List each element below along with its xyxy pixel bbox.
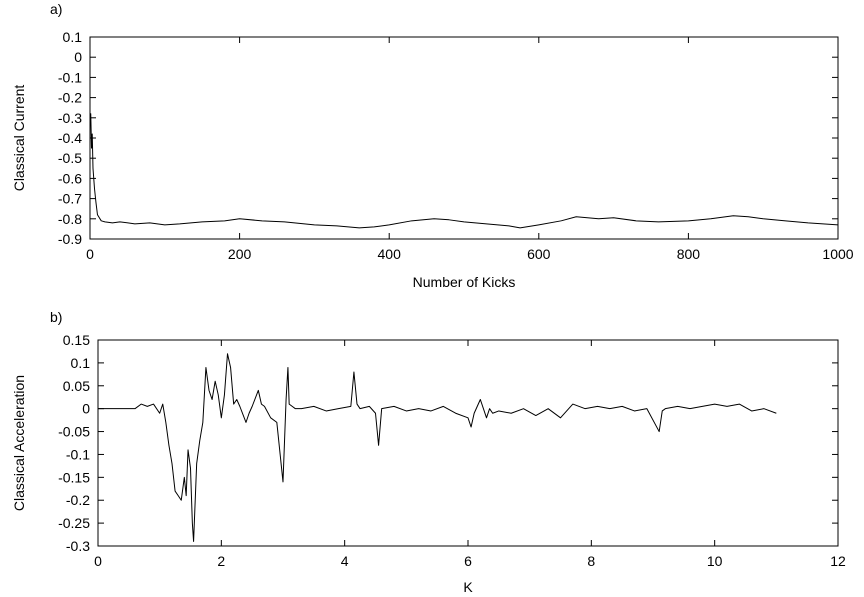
panel-b-series-line bbox=[98, 353, 777, 542]
panel-b-x-tick-label: 2 bbox=[217, 553, 225, 569]
panel-a-y-tick-label: -0.7 bbox=[58, 191, 82, 207]
panel-b-y-tick-label: -0.1 bbox=[66, 446, 90, 462]
panel-b-y-tick-label: -0.2 bbox=[66, 492, 90, 508]
panel-b-chart: b) 0 2 4 6 8 10 12 0.15 0.1 0.05 0 -0.05 -0.1 -0.15 -0… bbox=[11, 309, 846, 595]
panel-b-x-tick-label: 10 bbox=[707, 553, 723, 569]
panel-b-x-tick-label: 6 bbox=[464, 553, 472, 569]
panel-b-y-tick-label: -0.15 bbox=[58, 469, 90, 485]
panel-a-y-tick-label: -0.3 bbox=[58, 110, 82, 126]
panel-b-y-tick-label: -0.25 bbox=[58, 515, 90, 531]
panel-b-y-tick-label: -0.3 bbox=[66, 538, 90, 554]
panel-a-y-tick-label: -0.4 bbox=[58, 130, 82, 146]
panel-b-y-tick-label: 0.15 bbox=[63, 332, 90, 348]
panel-a-y-tick-label: -0.6 bbox=[58, 170, 82, 186]
panel-b-x-tick-label: 4 bbox=[341, 553, 349, 569]
panel-b-label: b) bbox=[50, 309, 62, 325]
panel-a-x-tick-label: 0 bbox=[86, 246, 94, 262]
panel-a-x-tick-label: 200 bbox=[228, 246, 252, 262]
panel-b-x-tick-label: 0 bbox=[94, 553, 102, 569]
panel-a-x-tick-label: 600 bbox=[527, 246, 551, 262]
panel-b-x-tick-label: 8 bbox=[587, 553, 595, 569]
panel-b-y-axis-title: Classical Acceleration bbox=[11, 375, 27, 511]
panel-a-y-tick-label: 0.1 bbox=[63, 29, 83, 45]
panel-b-ticks: 0 2 4 6 8 10 12 0.15 0.1 0.05 0 -0.05 -0.1 -0.15 -0.2 -… bbox=[58, 332, 846, 569]
panel-a-y-axis-title: Classical Current bbox=[11, 85, 27, 192]
panel-b-frame bbox=[97, 339, 839, 547]
panel-a-x-tick-label: 400 bbox=[378, 246, 402, 262]
panel-b-y-tick-label: 0.05 bbox=[63, 378, 90, 394]
panel-a-y-tick-label: -0.5 bbox=[58, 150, 82, 166]
panel-b-y-tick-label: 0 bbox=[82, 401, 90, 417]
panel-a-x-axis-title: Number of Kicks bbox=[413, 274, 516, 290]
panel-a-x-tick-label: 1000 bbox=[822, 246, 853, 262]
panel-a-y-tick-label: -0.1 bbox=[58, 69, 82, 85]
panel-a-label: a) bbox=[50, 1, 62, 17]
panel-b-x-axis-title: K bbox=[463, 579, 473, 595]
panel-a-y-tick-label: -0.8 bbox=[58, 211, 82, 227]
panel-b-y-tick-label: 0.1 bbox=[71, 355, 91, 371]
panel-a-y-tick-label: -0.2 bbox=[58, 90, 82, 106]
panel-a-x-tick-label: 800 bbox=[677, 246, 701, 262]
panel-a-y-tick-label: -0.9 bbox=[58, 231, 82, 247]
panel-a-frame bbox=[89, 36, 839, 240]
panel-a-chart: a) 0 200 400 600 800 1000 0.1 0 -0.1 -0.2 -0.3 -0.4… bbox=[11, 1, 854, 290]
panel-b-x-tick-label: 12 bbox=[830, 553, 846, 569]
panel-a-y-tick-label: 0 bbox=[74, 49, 82, 65]
panel-b-y-tick-label: -0.05 bbox=[58, 424, 90, 440]
panel-a-ticks: 0 200 400 600 800 1000 0.1 0 -0.1 -0.2 -0.3 -0.4 -0.… bbox=[58, 29, 854, 262]
panel-a-series-line bbox=[89, 113, 839, 229]
